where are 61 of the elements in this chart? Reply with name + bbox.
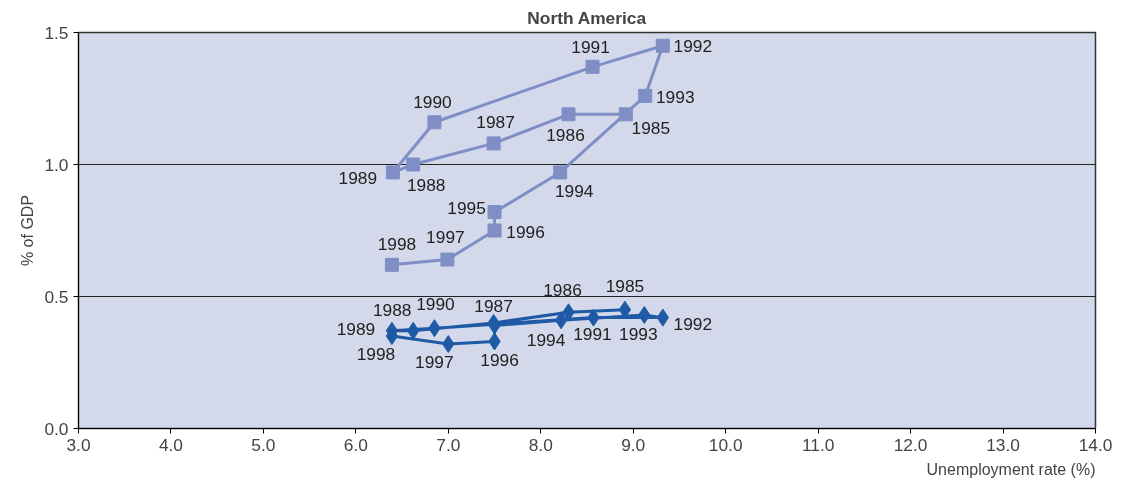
chart-title: North America: [527, 7, 647, 28]
point: [554, 311, 568, 330]
x-tick-label: 8.0: [528, 434, 553, 455]
annotation: 1998: [356, 344, 396, 365]
point: [553, 165, 568, 180]
point: [427, 115, 442, 130]
x-tick-label: 13.0: [986, 434, 1020, 455]
x-tick-label: 10.0: [708, 434, 743, 455]
point: [486, 136, 501, 151]
y-tick-label: 1.0: [44, 154, 69, 175]
annotation: 1987: [474, 295, 513, 316]
annotation: 1994: [526, 330, 566, 351]
point: [487, 205, 502, 220]
point: [618, 107, 633, 122]
annotation: 1993: [619, 323, 658, 344]
x-axis-title: Unemployment rate (%): [926, 460, 1096, 478]
point: [487, 223, 502, 238]
annotation: 1993: [655, 86, 695, 107]
annotation: 1991: [571, 36, 610, 57]
annotation: 1990: [413, 92, 452, 113]
annotation: 1985: [605, 275, 645, 296]
annotation: 1988: [406, 174, 446, 195]
point: [440, 252, 455, 267]
point: [585, 59, 600, 74]
annotation: 1992: [673, 313, 713, 334]
annotation: 1998: [377, 233, 417, 254]
point: [655, 38, 670, 53]
point: [406, 157, 421, 172]
x-tick-label: 3.0: [66, 434, 91, 455]
x-tick-label: 9.0: [621, 434, 646, 455]
annotation: 1987: [476, 112, 515, 133]
annotation: 1996: [506, 221, 545, 242]
x-tick-label: 11.0: [801, 434, 835, 455]
annotation: 1992: [673, 35, 713, 56]
x-tick-label: 14.0: [1078, 434, 1113, 455]
x-tick-label: 6.0: [343, 434, 368, 455]
y-tick-label: 0.5: [44, 286, 69, 307]
point: [384, 257, 399, 272]
y-tick-label: 1.5: [44, 22, 69, 43]
point: [638, 88, 653, 103]
annotation: 1994: [554, 181, 594, 202]
annotation: 1989: [338, 168, 378, 189]
annotation: 1989: [336, 318, 376, 339]
annotation: 1986: [543, 280, 582, 301]
x-tick-label: 12.0: [893, 434, 928, 455]
annotation: 1985: [631, 118, 671, 139]
annotation: 1991: [573, 323, 612, 344]
x-tick-label: 4.0: [158, 434, 183, 455]
annotation: 1997: [415, 352, 454, 373]
x-tick-label: 5.0: [251, 434, 276, 455]
annotation: 1997: [426, 226, 465, 247]
x-tick-label: 7.0: [436, 434, 461, 455]
annotation: 1988: [372, 299, 412, 320]
annotation: 1995: [447, 198, 486, 219]
annotation: 1996: [480, 350, 519, 371]
point: [385, 165, 400, 180]
y-tick-label: 0.0: [44, 418, 69, 439]
point: [561, 107, 576, 122]
y-axis-title: % of GDP: [19, 194, 37, 267]
annotation: 1986: [546, 125, 585, 146]
annotation: 1990: [416, 294, 455, 315]
